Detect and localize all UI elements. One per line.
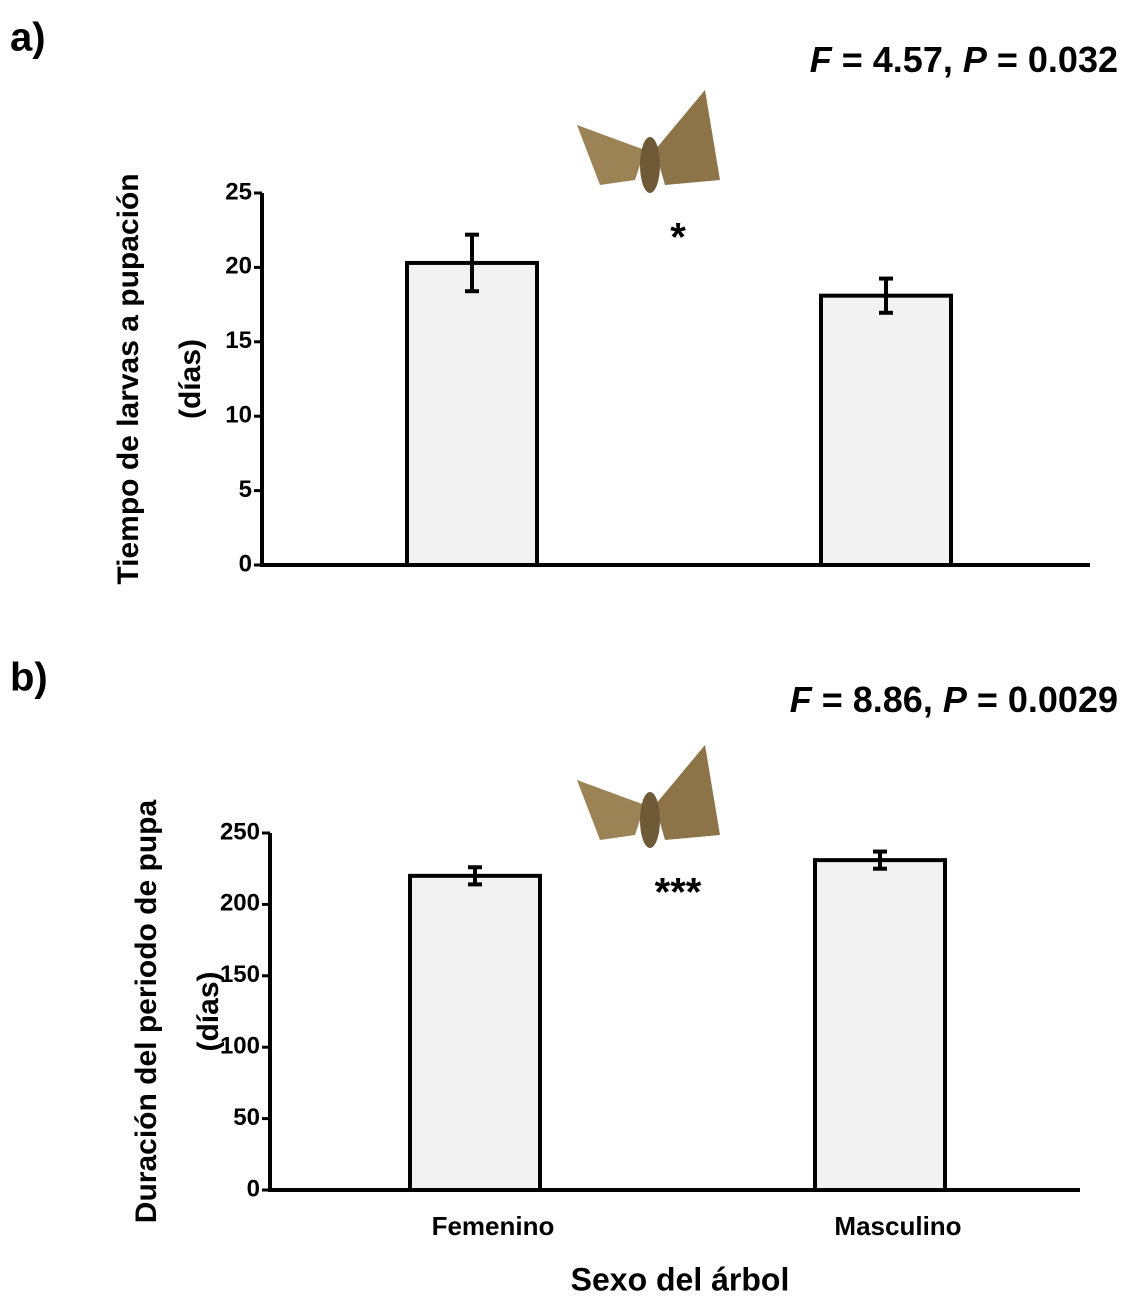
y-tick-label: 20 bbox=[225, 253, 252, 280]
y-tick-label: 50 bbox=[233, 1104, 260, 1131]
y-axis-label: (días) bbox=[174, 339, 207, 419]
significance: * bbox=[670, 216, 686, 260]
y-tick-label: 200 bbox=[220, 890, 260, 917]
bar bbox=[408, 873, 542, 1193]
y-tick-label: 0 bbox=[239, 550, 252, 577]
stat-part: F bbox=[790, 679, 813, 720]
y-tick-label: 15 bbox=[225, 327, 252, 354]
significance: *** bbox=[655, 871, 702, 915]
stat-part: = 0.0029 bbox=[967, 679, 1118, 720]
y-tick-label: 25 bbox=[225, 178, 252, 205]
y-tick-label: 150 bbox=[220, 961, 260, 988]
bar bbox=[819, 293, 953, 567]
x-tick-label: Masculino bbox=[834, 1211, 961, 1241]
stat-part: = 0.032 bbox=[987, 39, 1118, 80]
stat-part: P bbox=[963, 39, 988, 80]
y-tick-label: 0 bbox=[247, 1175, 260, 1202]
error-bar bbox=[879, 276, 893, 315]
y-axis-label: (días) bbox=[192, 971, 225, 1051]
y-axis-label: Tiempo de larvas a pupación bbox=[112, 173, 145, 584]
stat-part: = 4.57, bbox=[832, 39, 963, 80]
moth-icon bbox=[577, 745, 720, 848]
y-tick-label: 250 bbox=[220, 818, 260, 845]
x-tick-label: Femenino bbox=[432, 1211, 555, 1241]
panel-label: b) bbox=[10, 656, 48, 700]
error-bar bbox=[873, 849, 887, 871]
panel-label: a) bbox=[10, 16, 46, 60]
stat-annotation: F = 4.57, P = 0.032 bbox=[810, 39, 1118, 80]
error-bar bbox=[465, 232, 479, 294]
y-tick-label: 100 bbox=[220, 1033, 260, 1060]
moth-icon bbox=[577, 90, 720, 193]
bar bbox=[813, 858, 947, 1193]
x-axis-label: Sexo del árbol bbox=[571, 1261, 790, 1297]
bar bbox=[405, 260, 539, 567]
stat-part: F bbox=[810, 39, 833, 80]
stat-part: P bbox=[943, 679, 968, 720]
y-tick-label: 10 bbox=[225, 402, 252, 429]
y-tick-label: 5 bbox=[239, 476, 252, 503]
error-bar bbox=[468, 865, 482, 887]
stat-annotation: F = 8.86, P = 0.0029 bbox=[790, 679, 1118, 720]
y-axis-label: Duración del periodo de pupa bbox=[130, 800, 163, 1224]
stat-part: = 8.86, bbox=[812, 679, 943, 720]
